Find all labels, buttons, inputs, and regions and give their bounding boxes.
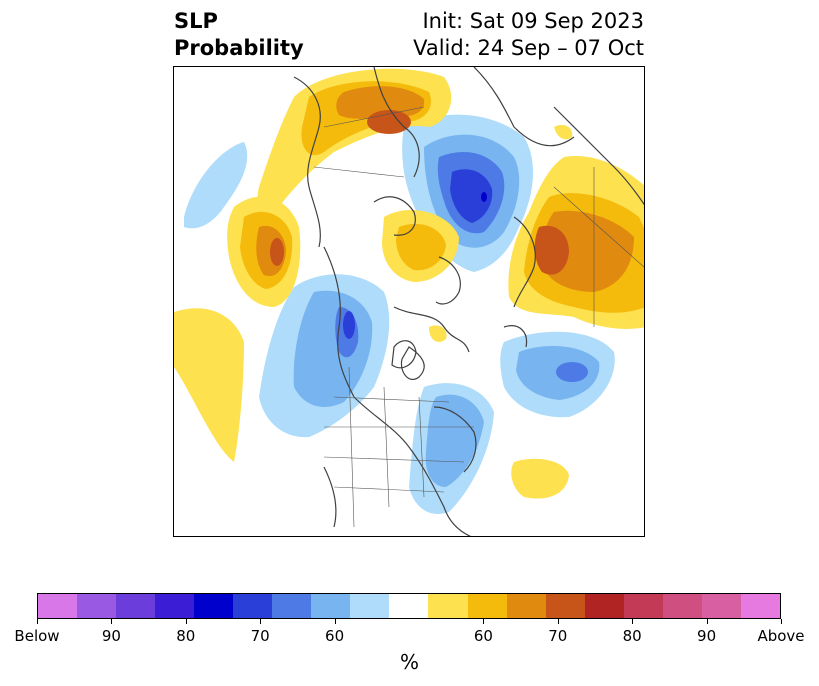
colorbar-unit: % bbox=[399, 650, 419, 674]
colorbar-label: 70 bbox=[548, 627, 568, 645]
colorbar-segment bbox=[389, 594, 429, 618]
colorbar-segment bbox=[740, 594, 780, 618]
init-date: Init: Sat 09 Sep 2023 bbox=[422, 9, 644, 33]
colorbar-segment bbox=[77, 594, 117, 618]
colorbar-label: 60 bbox=[325, 627, 345, 645]
forecast-dates: Init: Sat 09 Sep 2023 Valid: 24 Sep – 07… bbox=[413, 8, 644, 62]
colorbar-label: 70 bbox=[250, 627, 270, 645]
colorbar-tick bbox=[185, 619, 187, 624]
colorbar-label: Above bbox=[757, 627, 805, 645]
colorbar-segment bbox=[233, 594, 273, 618]
colorbar-segment bbox=[116, 594, 156, 618]
colorbar-segment bbox=[311, 594, 351, 618]
colorbar-tick bbox=[483, 619, 485, 624]
colorbar-tick bbox=[111, 619, 113, 624]
colorbar-label: 60 bbox=[473, 627, 493, 645]
colorbar-label: 90 bbox=[697, 627, 717, 645]
colorbar-segment bbox=[506, 594, 546, 618]
colorbar-segment bbox=[545, 594, 585, 618]
colorbar-label: 90 bbox=[101, 627, 121, 645]
title-line-2: Probability bbox=[174, 36, 304, 60]
colorbar-segment bbox=[701, 594, 741, 618]
map-svg bbox=[174, 67, 644, 536]
coastlines bbox=[293, 67, 644, 536]
colorbar-segment bbox=[584, 594, 624, 618]
title-line-1: SLP bbox=[174, 9, 218, 33]
probability-map bbox=[173, 66, 645, 537]
colorbar-segment bbox=[662, 594, 702, 618]
colorbar-tick bbox=[781, 619, 782, 624]
above-normal-regions bbox=[174, 68, 644, 499]
colorbar-label: 80 bbox=[622, 627, 642, 645]
colorbar-segment bbox=[350, 594, 390, 618]
colorbar-segment bbox=[272, 594, 312, 618]
colorbar-tick bbox=[632, 619, 634, 624]
chart-title: SLP Probability bbox=[174, 8, 304, 62]
colorbar-tick bbox=[557, 619, 559, 624]
colorbar-segment bbox=[428, 594, 468, 618]
colorbar-segment bbox=[194, 594, 234, 618]
colorbar-segment bbox=[155, 594, 195, 618]
colorbar-segment bbox=[467, 594, 507, 618]
colorbar-labels: Below 90 80 70 60 60 70 80 90 Above bbox=[14, 627, 804, 647]
colorbar-tick bbox=[37, 619, 38, 624]
colorbar-segment bbox=[623, 594, 663, 618]
colorbar-label: 80 bbox=[176, 627, 196, 645]
colorbar-tick bbox=[260, 619, 262, 624]
colorbar bbox=[37, 593, 781, 619]
colorbar-tick bbox=[334, 619, 336, 624]
political-boundaries bbox=[313, 106, 644, 528]
colorbar-tick bbox=[706, 619, 708, 624]
colorbar-segment bbox=[38, 594, 78, 618]
colorbar-label: Below bbox=[14, 627, 60, 645]
colorbar-ticks bbox=[37, 619, 782, 624]
valid-range: Valid: 24 Sep – 07 Oct bbox=[413, 36, 644, 60]
